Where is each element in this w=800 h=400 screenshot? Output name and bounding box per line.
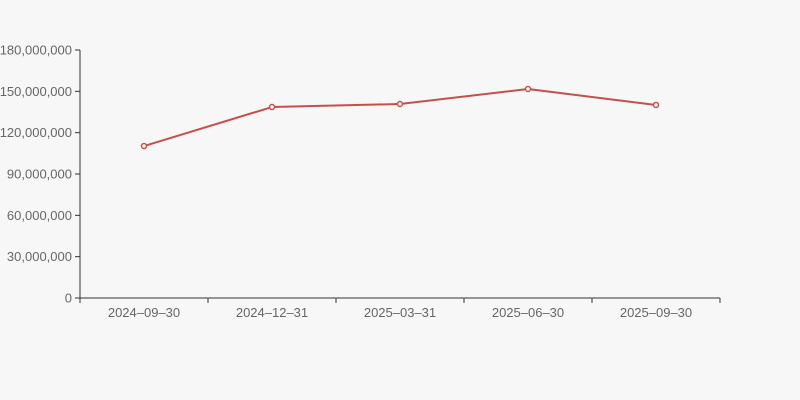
data-point-marker (524, 85, 532, 93)
x-axis-tick-label: 2025–06–30 (492, 305, 564, 320)
y-axis-tick-label: 90,000,000 (7, 167, 72, 182)
data-point-marker (652, 101, 660, 109)
x-axis-tick-label: 2025–09–30 (620, 305, 692, 320)
x-axis-tick-label: 2024–12–31 (236, 305, 308, 320)
y-axis-tick-label: 60,000,000 (7, 208, 72, 223)
x-axis-tick-label: 2025–03–31 (364, 305, 436, 320)
series-line (143, 87, 657, 148)
y-axis-tick-label: 150,000,000 (0, 84, 72, 99)
y-axis-tick-label: 0 (65, 291, 72, 306)
y-axis-tick-label: 30,000,000 (7, 249, 72, 264)
y-axis-tick-label: 120,000,000 (0, 125, 72, 140)
data-point-marker (140, 142, 148, 150)
x-axis-tick-label: 2024–09–30 (108, 305, 180, 320)
data-point-marker (268, 103, 276, 111)
y-axis-tick-label: 180,000,000 (0, 43, 72, 58)
data-point-marker (396, 100, 404, 108)
